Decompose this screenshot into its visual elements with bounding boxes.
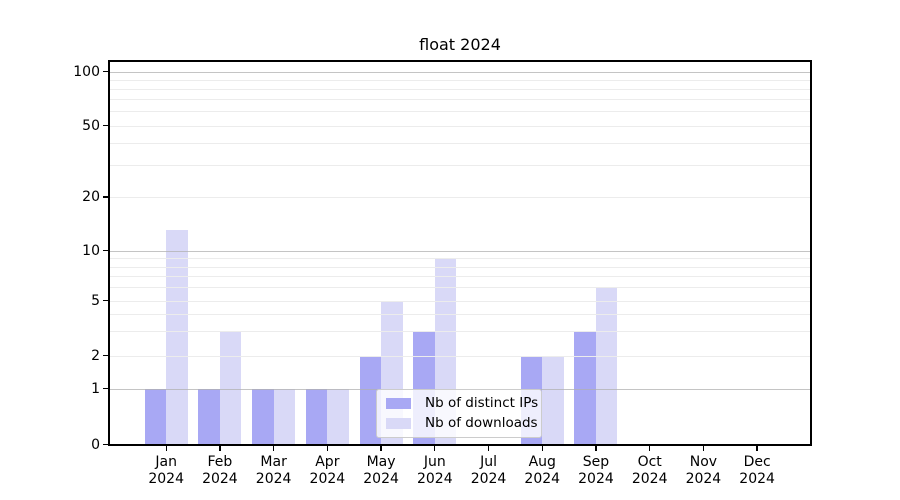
y-tick-mark-100 xyxy=(103,70,110,73)
y-tick-mark-20 xyxy=(103,196,110,198)
x-tick-label-mar: Mar 2024 xyxy=(255,454,292,487)
axis-spine-right xyxy=(810,60,812,447)
x-tick-label-nov: Nov 2024 xyxy=(685,454,722,487)
y-tick-label-50: 50 xyxy=(82,117,100,134)
x-tick-label-oct: Oct 2024 xyxy=(631,454,668,487)
gridline-60 xyxy=(110,111,810,113)
x-tick-mark-feb xyxy=(219,445,221,451)
x-tick-mark-jan xyxy=(165,445,167,451)
gridline-10 xyxy=(110,250,810,252)
x-axis-ticks: Jan 2024 Feb 2024 Mar 2024 Apr 2024 May 2024… xyxy=(110,62,810,487)
legend-label-distinct-ips: Nb of distinct IPs xyxy=(425,395,539,411)
y-tick-mark-5 xyxy=(103,299,110,302)
x-tick-label-sep: Sep 2024 xyxy=(578,454,614,487)
bar-downloads-apr xyxy=(327,388,349,445)
gridline-100 xyxy=(110,71,810,73)
legend-label-downloads: Nb of downloads xyxy=(425,415,538,431)
bar-distinct-ips-may xyxy=(359,355,382,445)
x-axis-spine-bottom xyxy=(108,443,812,446)
x-tick-mark-apr xyxy=(326,445,329,451)
x-tick-mark-nov xyxy=(702,445,705,451)
y-tick-mark-1 xyxy=(103,387,110,390)
y-tick-label-20: 20 xyxy=(82,189,100,205)
y-tick-label-1: 1 xyxy=(91,380,100,397)
x-tick-label-feb: Feb 2024 xyxy=(202,454,238,487)
gridline-7 xyxy=(110,276,810,278)
gridline-2 xyxy=(110,355,810,357)
y-tick-mark-2 xyxy=(103,354,110,357)
legend-item-distinct-ips: Nb of distinct IPs xyxy=(386,396,538,410)
bar-distinct-ips-mar xyxy=(252,388,274,445)
y-tick-label-10: 10 xyxy=(82,242,100,259)
y-axis-ticks: 0 1 2 5 10 20 50 100 xyxy=(73,62,810,453)
bar-distinct-ips-feb xyxy=(198,388,220,445)
legend-item-downloads: Nb of downloads xyxy=(386,416,538,430)
y-tick-label-0: 0 xyxy=(91,436,100,453)
x-tick-label-dec: Dec 2024 xyxy=(739,454,775,487)
y-tick-mark-0 xyxy=(103,443,110,446)
chart-title: float 2024 xyxy=(419,35,501,54)
gridline-4 xyxy=(110,313,810,315)
y-tick-label-100: 100 xyxy=(73,63,100,80)
x-tick-mark-dec xyxy=(756,445,758,451)
gridline-30 xyxy=(110,165,810,167)
bar-distinct-ips-sep xyxy=(574,331,596,445)
x-tick-mark-oct xyxy=(648,445,651,451)
bar-downloads-mar xyxy=(273,388,296,445)
y-tick-mark-50 xyxy=(103,124,110,127)
x-tick-mark-may xyxy=(380,445,382,451)
gridline-8 xyxy=(110,266,810,268)
y-tick-label-5: 5 xyxy=(91,292,100,309)
y-tick-label-2: 2 xyxy=(91,347,100,364)
bar-downloads-aug xyxy=(542,355,564,445)
gridline-40 xyxy=(110,142,810,144)
bar-downloads-feb xyxy=(219,331,242,445)
bar-distinct-ips-jan xyxy=(144,388,167,445)
x-tick-mark-jun xyxy=(434,445,436,451)
x-tick-label-jun: Jun 2024 xyxy=(416,454,453,487)
x-tick-label-jan: Jan 2024 xyxy=(148,454,184,487)
gridline-90 xyxy=(110,79,810,81)
x-tick-label-aug: Aug 2024 xyxy=(524,454,561,487)
x-tick-mark-aug xyxy=(541,445,543,451)
gridline-50 xyxy=(110,125,810,127)
gridline-3 xyxy=(110,331,810,333)
x-tick-mark-mar xyxy=(272,445,275,451)
legend: Nb of distinct IPs Nb of downloads xyxy=(376,389,542,438)
gridline-20 xyxy=(110,197,810,198)
gridline-5 xyxy=(110,300,810,302)
x-tick-label-jul: Jul 2024 xyxy=(470,454,507,487)
gridline-9 xyxy=(110,258,810,260)
gridline-70 xyxy=(110,99,810,101)
y-tick-mark-10 xyxy=(103,249,110,252)
gridline-80 xyxy=(110,88,810,90)
axis-spines xyxy=(108,60,812,447)
legend-swatch-downloads xyxy=(386,418,411,429)
bar-downloads-jan xyxy=(166,230,188,445)
legend-swatch-distinct-ips xyxy=(386,398,411,409)
bar-downloads-sep xyxy=(595,287,618,445)
x-tick-label-apr: Apr 2024 xyxy=(309,454,346,487)
bar-distinct-ips-apr xyxy=(305,388,328,445)
x-tick-label-may: May 2024 xyxy=(363,454,399,487)
y-axis-spine-left xyxy=(108,60,110,447)
gridline-6 xyxy=(110,287,810,289)
x-tick-mark-sep xyxy=(595,445,597,451)
x-tick-mark-jul xyxy=(487,445,490,451)
plot-area: 0 1 2 5 10 20 50 100 Jan 2024 Feb 2024 Mar 2024 Ap… xyxy=(73,60,812,487)
axis-spine-top xyxy=(108,60,812,62)
